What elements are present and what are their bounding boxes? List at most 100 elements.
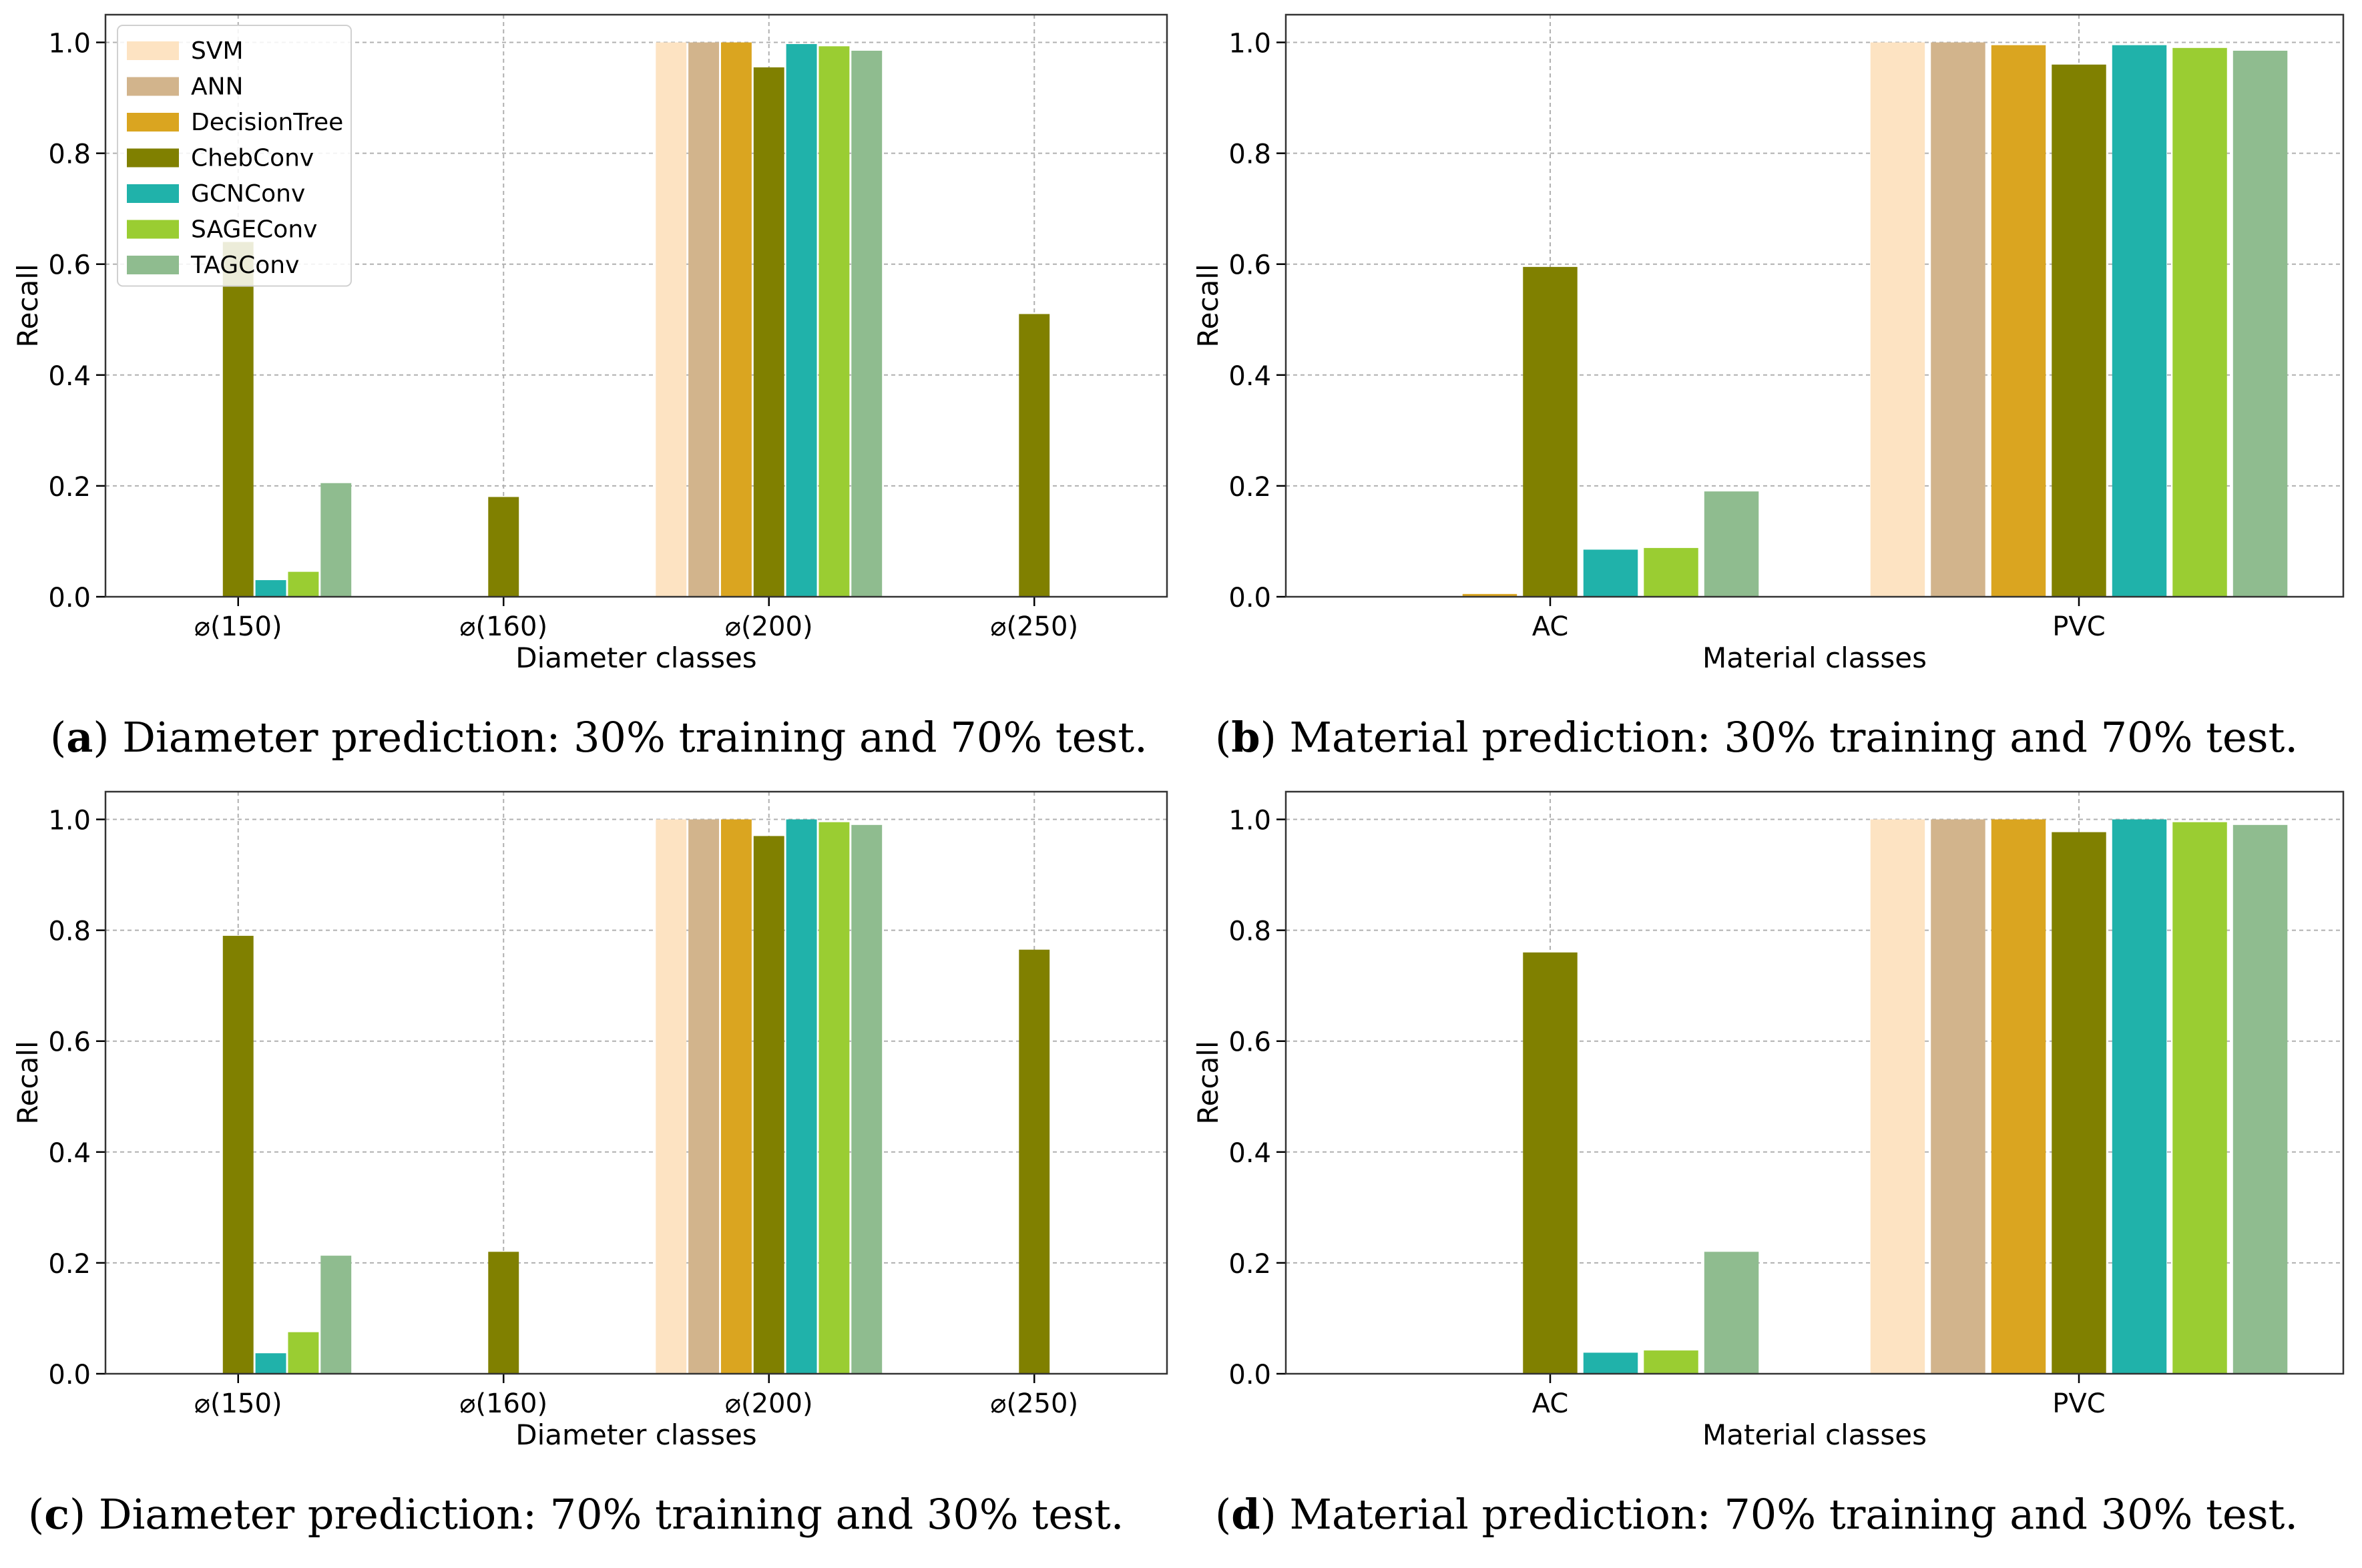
caption-b-text: Material prediction: 30% training and 70… [1289,713,2299,762]
y-tick-label: 0.8 [1228,140,1271,170]
bar-svm-2 [656,42,687,597]
legend-swatch-ann [127,77,179,96]
y-tick-label: 0.2 [48,472,91,503]
x-tick-label: ⌀(150) [194,1388,282,1419]
bar-gcnconv-0 [255,1353,286,1374]
x-axis-label: Material classes [1702,641,1927,674]
legend-swatch-svm [127,41,179,60]
x-axis-label: Material classes [1702,1418,1927,1451]
plot-frame [1284,13,2345,598]
legend-swatch-chebconv [127,148,179,168]
y-tick-label: 0.8 [48,140,91,170]
y-tick-label: 0.4 [1228,361,1271,392]
bar-chebconv-0 [1523,952,1578,1374]
caption-b: (b) Material prediction: 30% training an… [1215,713,2299,762]
x-tick-label: ⌀(200) [725,1388,813,1419]
caption-d-text: Material prediction: 70% training and 30… [1289,1490,2299,1539]
chart-d: 0.0 0.2 0.4 0.6 0.8 1.0 AC PVC Material classes R… [1192,790,2345,1451]
bar-tagconv-2 [851,824,883,1374]
caption-a-text: Diameter prediction: 30% training and 70… [122,713,1148,762]
bar-chebconv-1 [488,497,519,597]
bar-sageconv-0 [1644,1350,1698,1374]
bar-decisiontree-2 [720,819,752,1374]
bar-chebconv-1 [2052,64,2106,597]
bar-sageconv-1 [2172,822,2227,1374]
y-tick-label: 0.4 [1228,1138,1271,1169]
y-tick-label: 0.0 [48,583,91,613]
bar-sageconv-1 [2172,47,2227,597]
bar-tagconv-0 [1704,491,1759,597]
bar-gcnconv-2 [786,44,817,597]
legend-label-svm: SVM [191,37,244,65]
bar-tagconv-0 [320,483,352,597]
bar-sageconv-0 [288,571,319,597]
bar-chebconv-1 [488,1252,519,1374]
caption-d-label: d [1231,1490,1260,1539]
bar-chebconv-2 [753,67,784,597]
x-tick-label: ⌀(160) [459,611,547,642]
y-tick-label: 0.8 [1228,917,1271,947]
y-tick-label: 0.6 [1228,1027,1271,1058]
bar-ann-1 [1931,819,1985,1374]
bar-chebconv-0 [222,935,254,1374]
caption-c: (c) Diameter prediction: 70% training an… [28,1490,1124,1539]
caption-d: (d) Material prediction: 70% training an… [1215,1490,2299,1539]
chart-c: 0.0 0.2 0.4 0.6 0.8 1.0 ⌀(150) ⌀(160) ⌀(200) ⌀(25… [11,790,1168,1451]
y-axis-label: Recall [11,1041,44,1124]
bar-tagconv-0 [1704,1252,1759,1374]
x-tick-label: ⌀(250) [990,611,1078,642]
bar-sageconv-0 [1644,547,1698,597]
x-tick-label: ⌀(250) [990,1388,1078,1419]
bar-tagconv-0 [320,1256,352,1374]
legend-label-chebconv: ChebConv [191,145,314,172]
bar-svm-2 [656,819,687,1374]
caption-a: (a) Diameter prediction: 30% training an… [50,713,1148,762]
y-tick-label: 0.0 [48,1360,91,1390]
bar-chebconv-3 [1019,949,1050,1374]
bar-tagconv-1 [2232,50,2288,597]
bar-decisiontree-2 [720,42,752,597]
y-tick-label: 0.2 [48,1249,91,1280]
legend-label-decisiontree: DecisionTree [191,109,343,136]
plot-frame [104,13,1168,598]
x-tick-label: ⌀(150) [194,611,282,642]
y-tick-label: 0.8 [48,917,91,947]
bar-gcnconv-0 [1583,549,1638,597]
y-tick-label: 0.2 [1228,472,1271,503]
plot-frame [1284,790,2345,1375]
caption-c-text: Diameter prediction: 70% training and 30… [98,1490,1124,1539]
bar-svm-1 [1870,819,1925,1374]
bar-ann-1 [1931,42,1985,597]
legend-label-gcnconv: GCNConv [191,180,305,208]
y-tick-label: 0.4 [48,361,91,392]
y-tick-label: 0.4 [48,1138,91,1169]
plot-frame [104,790,1168,1375]
legend-label-tagconv: TAGConv [190,252,299,279]
legend-label-ann: ANN [191,73,244,101]
chart-b: 0.0 0.2 0.4 0.6 0.8 1.0 AC PVC Material classes R… [1192,13,2345,674]
bar-gcnconv-0 [255,580,286,597]
bar-chebconv-2 [753,836,784,1374]
y-axis-label: Recall [1192,1041,1224,1124]
x-tick-label: AC [1532,1388,1569,1419]
y-tick-label: 0.6 [1228,250,1271,281]
caption-a-label: a [66,713,93,762]
bar-tagconv-1 [2232,824,2288,1374]
legend-swatch-decisiontree [127,113,179,132]
bar-ann-2 [688,819,720,1374]
caption-c-label: c [44,1490,69,1539]
bar-chebconv-1 [2052,832,2106,1374]
y-tick-label: 1.0 [48,806,91,836]
bar-svm-1 [1870,42,1925,597]
y-tick-label: 1.0 [1228,806,1271,836]
caption-b-label: b [1231,713,1260,762]
chart-a: 0.0 0.2 0.4 0.6 0.8 1.0 ⌀(150) ⌀(160) ⌀(200) ⌀(25… [11,13,1168,674]
bar-decisiontree-0 [1462,593,1517,597]
x-tick-label: PVC [2052,611,2105,642]
legend-label-sageconv: SAGEConv [191,216,317,244]
x-tick-label: ⌀(160) [459,1388,547,1419]
x-tick-label: ⌀(200) [725,611,813,642]
y-tick-label: 0.6 [48,1027,91,1058]
y-tick-label: 0.6 [48,250,91,281]
bar-gcnconv-1 [2112,819,2167,1374]
